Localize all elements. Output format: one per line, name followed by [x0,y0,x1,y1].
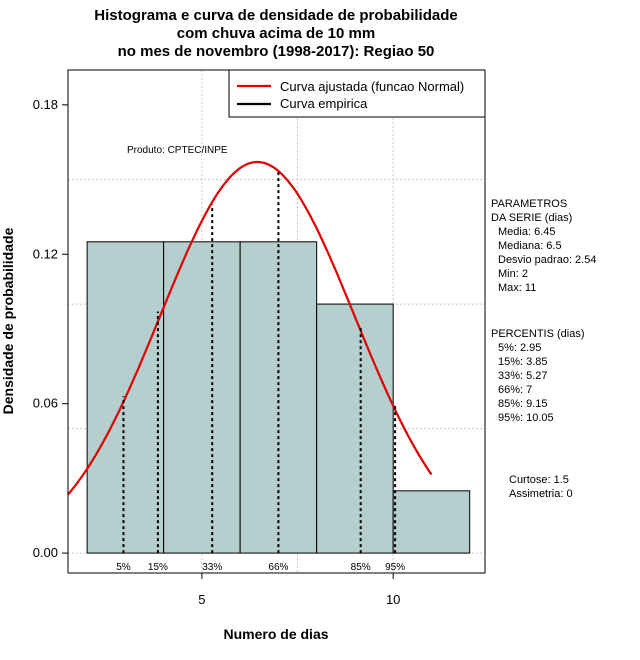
statistics-panel: PARAMETROS DA SERIE (dias) Media: 6.45 Medi… [491,198,596,500]
x-tick-label: 10 [386,592,400,607]
parameter-value: Desvio padrao: 2.54 [498,254,596,266]
histogram-bar [163,241,241,554]
chart-title-line: no mes de novembro (1998-2017): Regiao 5… [118,43,435,60]
parameter-value: Max: 11 [498,282,536,294]
y-tick-label: 0.00 [33,545,58,560]
y-tick-label: 0.12 [33,246,58,261]
parameter-value: Min: 2 [498,268,528,280]
percentile-label: 66% [268,562,288,573]
chart-title: Histograma e curva de densidade de proba… [94,7,457,60]
percentile-label: 33% [202,562,222,573]
percentis-heading: PERCENTIS (dias) [491,328,585,340]
chart-title-line: com chuva acima de 10 mm [177,25,375,42]
shape-value: Assimetria: 0 [509,488,573,500]
percentile-label: 5% [116,562,131,573]
percentile-label: 95% [385,562,405,573]
fitted-curve [67,160,433,496]
x-tick-label: 5 [198,592,205,607]
legend: Curva ajustada (funcao Normal) Curva emp… [228,69,486,118]
percentil-value: 85%: 9.15 [498,398,548,410]
y-tick-label: 0.18 [33,97,58,112]
parameter-value: Media: 6.45 [498,226,555,238]
y-axis-title: Densidade de probabilidade [0,227,16,414]
percentile-lines: 5% 15% 33% 66% 85% 95% [116,172,405,573]
shape-value: Curtose: 1.5 [509,474,569,486]
parameters-heading: PARAMETROS [491,198,567,210]
percentil-value: 15%: 3.85 [498,356,548,368]
legend-label-empirical: Curva empirica [280,96,368,111]
parameters-heading: DA SERIE (dias) [491,212,572,224]
legend-box [228,69,486,118]
percentil-value: 95%: 10.05 [498,412,554,424]
histogram-bar [316,303,394,554]
histogram-bar [392,490,471,554]
percentil-value: 33%: 5.27 [498,370,548,382]
percentile-label: 85% [351,562,371,573]
fitted-curve-line [67,160,433,496]
percentil-value: 66%: 7 [498,384,532,396]
x-axis-title: Numero de dias [223,626,328,642]
y-tick-label: 0.06 [33,396,58,411]
percentile-label: 15% [148,562,168,573]
parameter-value: Mediana: 6.5 [498,240,562,252]
product-annotation: Produto: CPTEC/INPE [127,145,228,156]
percentil-value: 5%: 2.95 [498,342,541,354]
chart-title-line: Histograma e curva de densidade de proba… [94,7,457,24]
legend-label-fitted: Curva ajustada (funcao Normal) [280,79,464,94]
